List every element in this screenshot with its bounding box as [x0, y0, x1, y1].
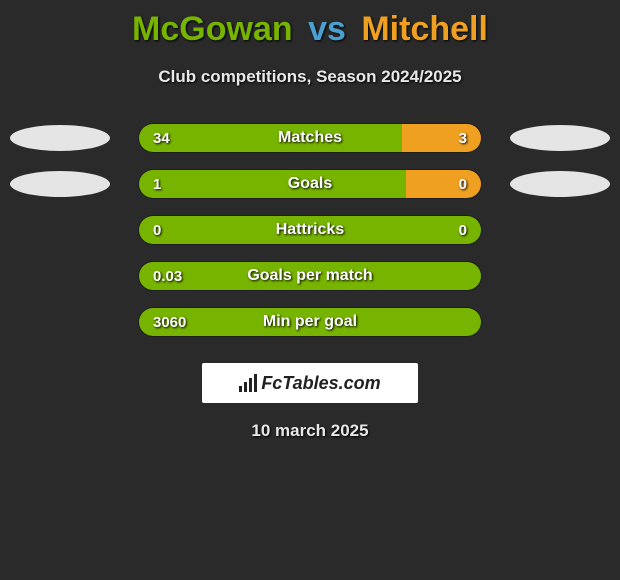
player2-avatar-placeholder: [510, 125, 610, 151]
stat-bar: 3060Min per goal: [138, 307, 482, 337]
stat-bar: 10Goals: [138, 169, 482, 199]
player2-name: Mitchell: [361, 10, 488, 48]
player1-avatar-placeholder: [10, 171, 110, 197]
stat-row: 0.03Goals per match: [0, 253, 620, 299]
stat-row: 10Goals: [0, 161, 620, 207]
stat-bar: 343Matches: [138, 123, 482, 153]
fctables-logo: FcTables.com: [202, 363, 418, 403]
stat-row: 3060Min per goal: [0, 299, 620, 345]
player2-avatar-placeholder: [510, 171, 610, 197]
player1-name: McGowan: [132, 10, 293, 48]
logo-text: FcTables.com: [261, 373, 380, 394]
stat-row: 00Hattricks: [0, 207, 620, 253]
stat-label: Goals per match: [139, 267, 481, 285]
stat-label: Goals: [139, 175, 481, 193]
date-text: 10 march 2025: [0, 421, 620, 441]
player1-avatar-placeholder: [10, 125, 110, 151]
stat-label: Min per goal: [139, 313, 481, 331]
vs-text: vs: [308, 10, 346, 48]
stat-row: 343Matches: [0, 115, 620, 161]
stat-label: Matches: [139, 129, 481, 147]
logo-bars-icon: [239, 374, 257, 392]
stat-bar: 0.03Goals per match: [138, 261, 482, 291]
stat-bar: 00Hattricks: [138, 215, 482, 245]
stat-label: Hattricks: [139, 221, 481, 239]
comparison-title: McGowan vs Mitchell: [0, 0, 620, 49]
subtitle: Club competitions, Season 2024/2025: [0, 67, 620, 87]
stats-container: 343Matches 10Goals 00Hattricks 0.03Goals pe…: [0, 115, 620, 345]
